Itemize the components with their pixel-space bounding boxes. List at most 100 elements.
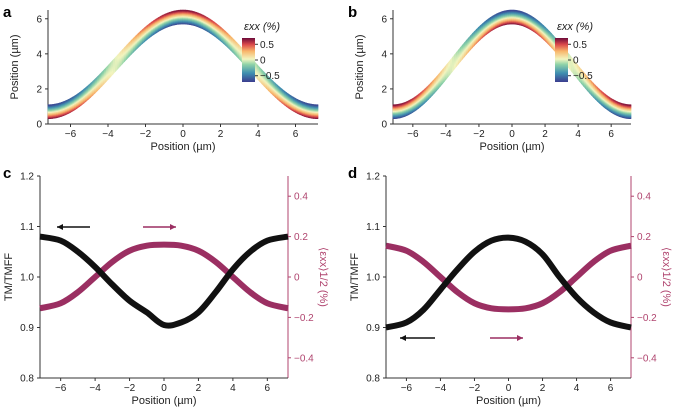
c-x-tick-label: −2 <box>124 383 136 394</box>
c-y-left-tick-label: 1.0 <box>20 273 34 284</box>
a-y-tick-label: 6 <box>36 14 42 25</box>
panel-label-a: a <box>3 4 12 21</box>
b-x-tick-label: 2 <box>542 129 548 140</box>
b-x-tick-label: −2 <box>473 129 485 140</box>
d-y-left-tick-label: 0.8 <box>366 374 380 385</box>
a-band-segment <box>175 9 179 12</box>
c-left-axis-arrow-head <box>57 224 63 230</box>
d-x-axis-title: Position (µm) <box>476 395 541 407</box>
a-band-segment <box>310 103 314 106</box>
a-x-tick-label: 2 <box>218 129 224 140</box>
a-x-tick-label: −2 <box>140 129 152 140</box>
b-colorbar-tick-label: −0.5 <box>573 71 593 82</box>
c-y-left-axis-title: TM/TMFF <box>3 253 15 302</box>
a-x-tick-label: −4 <box>102 129 114 140</box>
b-x-tick-label: 4 <box>575 129 581 140</box>
b-band-segment <box>628 104 632 107</box>
c-y-right-tick-label: 0 <box>294 273 300 284</box>
c-y-left-tick-label: 0.8 <box>20 374 34 385</box>
d-temperature-curve <box>385 234 632 331</box>
a-y-tick-label: 4 <box>36 49 42 60</box>
d-x-tick-label: 0 <box>506 383 512 394</box>
a-band-segment <box>187 9 191 12</box>
d-x-tick-label: 4 <box>574 383 580 394</box>
c-x-tick-label: −4 <box>89 383 101 394</box>
d-y-left-tick-label: 1.0 <box>366 273 380 284</box>
d-x-tick-label: 6 <box>608 383 614 394</box>
a-band-segment <box>56 102 60 106</box>
a-y-tick-label: 2 <box>36 84 42 95</box>
d-y-left-axis-title: TM/TMFF <box>349 253 361 302</box>
d-x-tick-label: −2 <box>469 383 481 394</box>
d-right-axis-arrow-head <box>517 335 523 341</box>
b-x-tick-label: 0 <box>509 129 515 140</box>
c-y-right-tick-label: 0.2 <box>294 232 308 243</box>
panel-b-chart: 0 2 4 6 Position (µm) −6 −4 −2 0 2 4 6 Position (µm)… <box>354 9 632 153</box>
a-band-segment <box>308 103 312 106</box>
d-y-right-tick-label: 0.2 <box>637 232 651 243</box>
a-band-segment <box>184 9 188 12</box>
b-x-tick-label: −6 <box>407 129 419 140</box>
c-y-left-tick-label: 0.9 <box>20 323 34 334</box>
c-x-tick-label: −6 <box>55 383 67 394</box>
panel-label-c: c <box>3 165 11 182</box>
b-colorbar-tick-label: 0.5 <box>573 40 587 51</box>
c-y-left-tick-label: 1.2 <box>20 172 34 183</box>
b-y-axis-title: Position (µm) <box>354 34 366 99</box>
a-band-segment <box>54 103 58 106</box>
d-y-left-tick-label: 1.2 <box>366 172 380 183</box>
a-x-axis-title: Position (µm) <box>150 141 215 153</box>
c-x-tick-label: 2 <box>196 383 202 394</box>
d-strain-curve <box>385 242 632 313</box>
b-colorbar <box>555 38 568 82</box>
a-band-segment <box>191 10 195 14</box>
a-x-tick-label: 0 <box>180 129 186 140</box>
a-colorbar <box>242 38 255 82</box>
c-y-right-tick-label: −0.4 <box>294 353 314 364</box>
d-x-tick-label: −4 <box>435 383 447 394</box>
a-x-tick-label: 4 <box>255 129 261 140</box>
c-y-right-tick-label: −0.2 <box>294 313 314 324</box>
a-colorbar-tick-label: 0 <box>260 56 266 67</box>
a-colorbar-title: εxx (%) <box>244 21 280 33</box>
a-band-segment <box>49 104 53 106</box>
c-x-tick-label: 4 <box>230 383 236 394</box>
c-x-tick-label: 0 <box>161 383 167 394</box>
a-x-tick-label: −6 <box>65 129 77 140</box>
c-temperature-curve <box>39 233 289 329</box>
a-band-segment <box>315 104 319 107</box>
a-colorbar-tick-label: 0.5 <box>260 40 274 51</box>
panel-a-chart: 0 2 4 6 Position (µm) −6 −4 −2 0 2 4 6 Position (µm)… <box>9 9 319 153</box>
c-strain-curve <box>39 241 289 312</box>
b-y-tick-label: 2 <box>381 84 387 95</box>
d-y-right-axis-title: ⟨εxx⟩1/2 (%) <box>660 247 672 307</box>
a-band-segment <box>189 10 193 13</box>
c-x-axis-title: Position (µm) <box>131 395 196 407</box>
a-band-segment <box>180 9 184 12</box>
b-x-axis-title: Position (µm) <box>479 141 544 153</box>
d-y-left-tick-label: 1.1 <box>366 222 380 233</box>
d-y-right-tick-label: 0.4 <box>637 192 651 203</box>
c-right-axis-arrow-head <box>170 224 176 230</box>
a-band-segment <box>171 10 175 14</box>
a-x-tick-label: 6 <box>293 129 299 140</box>
d-y-right-tick-label: −0.2 <box>637 313 657 324</box>
d-y-right-tick-label: −0.4 <box>637 353 657 364</box>
c-x-tick-label: 6 <box>265 383 271 394</box>
c-y-right-axis-title: ⟨εxx⟩1/2 (%) <box>317 247 329 307</box>
a-band-segment <box>313 104 317 106</box>
b-colorbar-title: εxx (%) <box>557 21 593 33</box>
c-y-left-tick-label: 1.1 <box>20 222 34 233</box>
d-x-tick-label: −6 <box>401 383 413 394</box>
b-y-tick-label: 0 <box>381 120 387 131</box>
a-y-tick-label: 0 <box>36 120 42 131</box>
a-band-segment <box>182 9 186 12</box>
a-band-segment <box>47 104 51 107</box>
d-y-right-tick-label: 0 <box>637 273 643 284</box>
a-colorbar-tick-label: −0.5 <box>260 71 280 82</box>
panel-label-d: d <box>348 165 357 182</box>
a-band-segment <box>173 10 177 13</box>
a-band-segment <box>306 102 310 106</box>
b-x-tick-label: 6 <box>608 129 614 140</box>
